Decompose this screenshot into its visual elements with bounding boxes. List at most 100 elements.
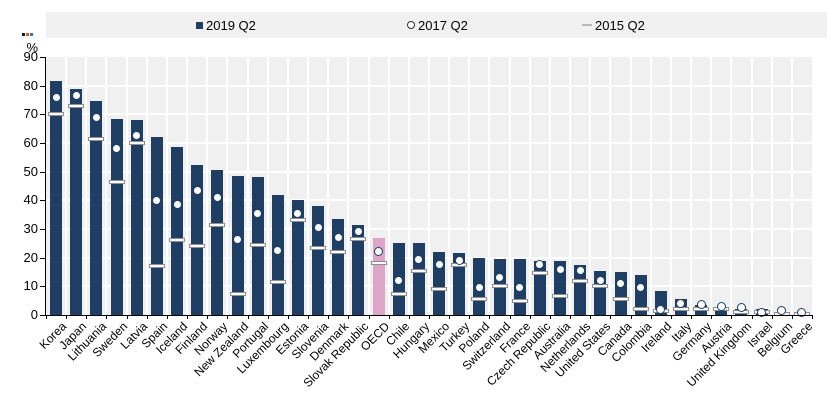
marker-2015-sweden	[108, 179, 125, 184]
y-tick	[40, 229, 45, 230]
x-tick	[570, 315, 572, 319]
x-tick	[489, 315, 491, 319]
marker-2015-hungary	[410, 268, 427, 273]
marker-2017-slovenia	[313, 223, 323, 233]
x-tick	[126, 315, 128, 319]
y-tick	[40, 85, 45, 87]
gridline-vertical	[730, 57, 733, 315]
x-tick	[529, 315, 531, 319]
bar-finland	[191, 164, 204, 315]
marker-2015-denmark	[330, 249, 347, 254]
y-tick	[40, 171, 45, 173]
marker-2015-colombia	[632, 307, 649, 312]
marker-2017-switzerland	[495, 273, 505, 283]
bar-new-zealand	[231, 175, 244, 315]
marker-2015-luxembourg	[269, 280, 286, 285]
y-tick-label: 30	[23, 221, 38, 236]
x-tick	[650, 315, 652, 319]
x-tick	[227, 315, 229, 319]
x-tick	[388, 315, 390, 319]
marker-2015-new-zealand	[229, 291, 246, 296]
x-tick	[328, 315, 330, 319]
bar-korea	[50, 81, 63, 315]
gridline-vertical	[85, 57, 88, 315]
y-tick-label: 90	[23, 49, 38, 64]
x-tick	[429, 315, 430, 319]
x-tick	[247, 315, 249, 319]
marker-2015-poland	[471, 297, 488, 302]
logo-dot-dark	[22, 33, 25, 36]
marker-2017-mexico	[434, 260, 444, 270]
y-tick-label: 70	[23, 106, 38, 122]
marker-2017-ireland	[656, 304, 666, 314]
bar-slovak-republic	[352, 224, 365, 315]
gridline-vertical	[387, 57, 390, 315]
marker-2017-hungary	[414, 254, 424, 264]
marker-2017-lithuania	[91, 112, 101, 122]
bar-norway	[211, 170, 224, 315]
bar-denmark	[332, 218, 345, 315]
x-tick	[549, 315, 551, 319]
x-tick	[408, 315, 410, 319]
x-tick	[610, 315, 612, 319]
x-tick	[368, 315, 370, 319]
x-tick	[308, 315, 310, 319]
marker-2017-italy	[676, 299, 686, 309]
gridline-vertical	[266, 57, 269, 315]
legend-square-icon	[196, 21, 203, 29]
y-tick	[40, 286, 45, 288]
x-tick	[469, 315, 471, 319]
gridline-vertical	[145, 57, 148, 315]
y-tick-label: 40	[23, 192, 38, 208]
bar-australia	[554, 260, 567, 315]
x-tick	[751, 315, 753, 319]
plot-area	[46, 57, 812, 317]
legend-label: 2015 Q2	[595, 17, 645, 33]
legend-item-2019-q2: 2019 Q2	[196, 12, 256, 38]
x-tick	[630, 315, 632, 319]
marker-2017-turkey	[454, 256, 464, 266]
marker-2017-oecd	[374, 247, 384, 257]
marker-2017-netherlands	[575, 266, 585, 276]
gridline-vertical	[407, 57, 410, 315]
logo-dot-blue	[30, 33, 33, 36]
marker-2017-australia	[555, 264, 565, 274]
marker-2017-norway	[212, 192, 222, 202]
gridline-vertical	[710, 57, 713, 315]
marker-2015-switzerland	[491, 284, 508, 289]
marker-2015-iceland	[169, 238, 186, 243]
y-tick	[40, 114, 45, 116]
gridline-vertical	[488, 57, 491, 315]
x-tick	[66, 315, 68, 319]
marker-2017-iceland	[172, 200, 182, 210]
gridline-vertical	[206, 57, 209, 315]
bar-iceland	[171, 147, 184, 315]
gridline-vertical	[428, 57, 430, 315]
marker-2015-portugal	[249, 242, 266, 247]
marker-2017-slovak-republic	[353, 227, 363, 237]
marker-2015-korea	[48, 112, 65, 117]
x-tick	[46, 315, 47, 319]
bar-estonia	[291, 200, 304, 315]
marker-2015-slovak-republic	[350, 237, 367, 242]
marker-2017-greece	[797, 307, 807, 317]
legend-item-2015-q2: 2015 Q2	[582, 12, 645, 38]
y-axis-unit-label: %	[26, 40, 38, 55]
legend-label: 2019 Q2	[206, 17, 256, 33]
x-tick	[691, 315, 693, 319]
marker-2017-new-zealand	[233, 234, 242, 244]
gridline-vertical	[790, 57, 793, 315]
y-tick-label: 50	[23, 163, 38, 179]
bar-slovenia	[312, 206, 325, 315]
marker-2015-netherlands	[572, 278, 589, 283]
marker-2017-luxembourg	[273, 246, 283, 255]
gridline-vertical	[367, 57, 370, 315]
gridline-vertical	[65, 57, 68, 315]
gridline-vertical	[246, 57, 249, 315]
gridline-vertical	[327, 57, 330, 315]
gridline-vertical	[528, 57, 531, 315]
x-tick	[146, 315, 148, 319]
gridline-vertical	[347, 57, 350, 315]
marker-2017-united-states	[595, 276, 605, 286]
